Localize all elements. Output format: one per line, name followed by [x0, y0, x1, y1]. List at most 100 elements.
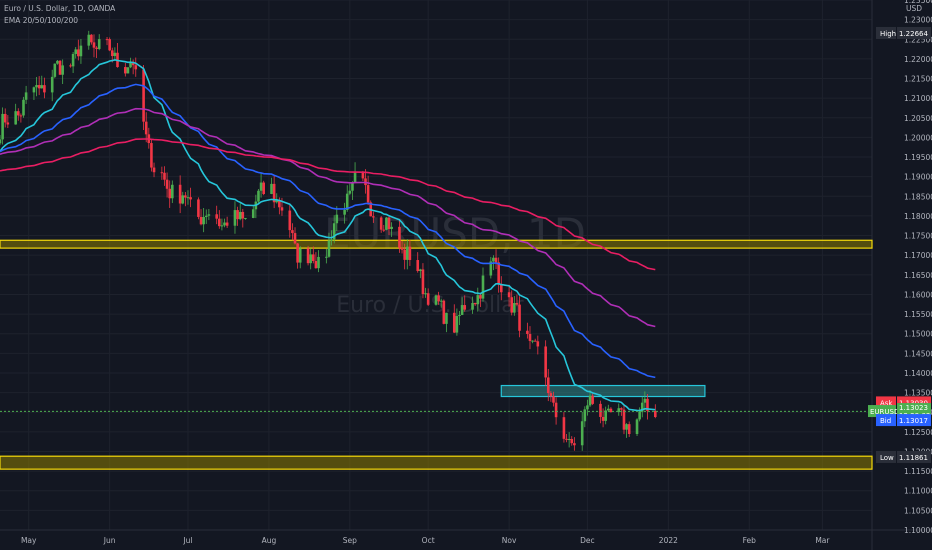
candle-body: [526, 330, 529, 334]
candle-body: [617, 408, 621, 413]
y-tick-label: 1.22000: [904, 55, 932, 64]
candle-body: [479, 295, 482, 299]
bid-tag-value: 1.13017: [899, 417, 928, 425]
y-tick-label: 1.12500: [904, 428, 932, 437]
candle-body: [14, 111, 17, 125]
candle-body: [604, 410, 608, 421]
candle-body: [573, 443, 576, 446]
candle-body: [288, 210, 292, 231]
candle-body: [353, 171, 357, 183]
candle-body: [275, 200, 279, 203]
candle-body: [408, 246, 412, 261]
candle-body: [385, 217, 388, 230]
candle-body: [296, 243, 299, 263]
last-price-value: 1.13023: [899, 404, 928, 412]
candle-body: [510, 297, 514, 313]
candle-body: [22, 99, 25, 116]
candle-body: [654, 410, 657, 418]
y-tick-label: 1.18500: [904, 192, 932, 201]
low-tag-label: Low: [880, 454, 894, 462]
x-tick-label: Feb: [743, 536, 757, 545]
candle-body: [546, 377, 550, 394]
candle-body: [609, 408, 613, 413]
candle-body: [186, 197, 190, 199]
candle-body: [244, 217, 247, 219]
candle-body: [372, 216, 375, 218]
candle-body: [351, 182, 354, 191]
candle-body: [97, 39, 101, 49]
y-tick-label: 1.11000: [904, 487, 932, 496]
candle-body: [625, 424, 628, 430]
candle-body: [445, 312, 448, 324]
price-tags: High1.22664Ask1.13030EURUSD1.1302312:29:…: [868, 26, 931, 463]
candle-body: [79, 45, 83, 57]
candle-body: [419, 269, 422, 271]
candle-body: [225, 222, 229, 226]
x-tick-label: Jul: [182, 536, 192, 545]
candle-body: [463, 305, 467, 310]
candle-body: [199, 216, 203, 225]
candle-body: [379, 217, 383, 230]
candle-body: [607, 408, 610, 411]
candle-body: [71, 53, 75, 67]
candle-body: [515, 303, 519, 305]
candle-body: [6, 122, 10, 125]
x-tick-label: Mar: [815, 536, 830, 545]
candle-body: [533, 340, 537, 342]
candle-body: [405, 246, 409, 260]
candle-body: [314, 260, 318, 269]
candle-body: [24, 92, 28, 100]
high-tag-label: High: [880, 30, 896, 38]
candle-body: [387, 217, 391, 229]
candle-body: [113, 52, 117, 57]
y-tick-label: 1.19500: [904, 153, 932, 162]
y-tick-label: 1.21500: [904, 75, 932, 84]
bid-tag-label: Bid: [880, 417, 891, 425]
candle-body: [567, 439, 571, 441]
y-tick-label: 1.22500: [904, 35, 932, 44]
candle-body: [90, 34, 93, 43]
watermark-name: Euro / U.S. Dollar: [336, 293, 524, 318]
candle-body: [452, 312, 456, 333]
candle-body: [366, 185, 370, 203]
candle-body: [131, 61, 135, 66]
candle-body: [150, 143, 153, 168]
candle-body: [473, 302, 477, 305]
candle-body: [124, 67, 127, 74]
candle-body: [549, 393, 553, 397]
candle-body: [513, 303, 516, 313]
candle-body: [241, 211, 245, 219]
y-tick-label: 1.17000: [904, 251, 932, 260]
chart-title: Euro / U.S. Dollar, 1D, OANDA: [4, 4, 116, 13]
candle-body: [37, 85, 41, 89]
candle-body: [16, 111, 20, 116]
candle-body: [455, 316, 459, 333]
candle-body: [442, 300, 446, 324]
y-tick-label: 1.20000: [904, 133, 932, 142]
low-tag-value-bg: [897, 450, 931, 463]
y-tick-label: 1.21000: [904, 94, 932, 103]
candle-body: [43, 85, 46, 93]
x-axis: May Jun Jul Aug Sep Oct Nov Dec 2022 Feb Mar: [21, 536, 830, 545]
zone-2: [0, 455, 873, 470]
x-tick-label: Jun: [103, 536, 116, 545]
candle-body: [0, 139, 2, 144]
candle-body: [348, 190, 352, 194]
y-tick-label: 1.16000: [904, 290, 932, 299]
symbol-tag-label: EURUSD: [870, 408, 899, 416]
candle-body: [236, 210, 239, 220]
currency-label: USD: [906, 4, 922, 13]
high-tag-value: 1.22664: [899, 30, 928, 38]
candle-body: [1, 113, 4, 140]
candle-body: [257, 190, 260, 202]
candle-body: [223, 222, 226, 226]
candle-body: [105, 39, 109, 41]
indicator-label[interactable]: EMA 20/50/100/200: [4, 16, 78, 25]
candle-body: [458, 314, 461, 317]
y-tick-label: 1.13500: [904, 389, 932, 398]
candle-body: [565, 438, 568, 440]
candle-body: [207, 214, 211, 216]
ema-100-line: [0, 107, 656, 328]
